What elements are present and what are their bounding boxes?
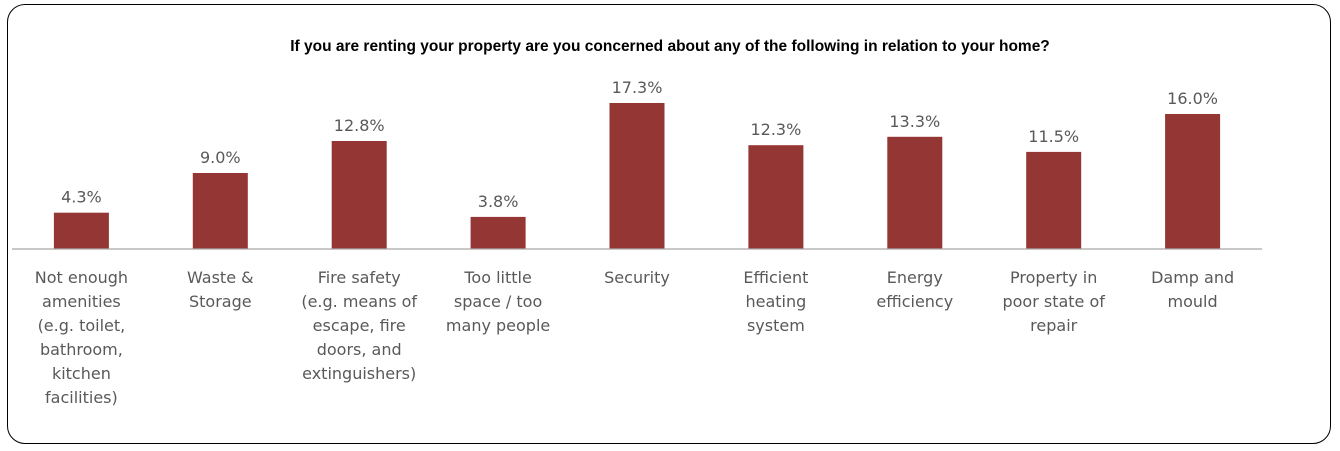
category-label-line: Efficient [743,268,808,287]
category-label-line: repair [1030,316,1077,335]
bar [887,136,943,249]
category-label-line: facilities) [45,388,118,407]
category-label-line: poor state of [1002,292,1105,311]
category-label: Fire safety (e.g. means of escape, fire doo… [301,268,417,383]
bar [1165,114,1221,249]
category-label-line: Security [604,268,670,287]
data-label: 4.3% [61,188,102,207]
category-label-line: Too little [463,268,531,287]
category-label-line: many people [446,316,550,335]
category-label: Efficient heating system [743,268,808,335]
bar [609,103,665,249]
data-label: 9.0% [200,148,241,167]
category-label-line: (e.g. toilet, [38,316,126,335]
data-label: 16.0% [1167,89,1218,108]
data-label: 12.8% [334,116,385,135]
category-label-line: Waste & [187,268,254,287]
category-label-line: Not enough [35,268,128,287]
category-label: Property in poor state of repair [1002,268,1105,335]
category-label-line: system [747,316,805,335]
category-label-line: extinguishers) [302,364,416,383]
bar [470,216,526,249]
category-label-line: kitchen [52,364,111,383]
data-label: 12.3% [750,120,801,139]
category-label: Energy efficiency [876,268,953,311]
category-label-line: doors, and [317,340,402,359]
bar [1026,151,1082,249]
category-label: Waste & Storage [187,268,254,311]
bar [331,141,387,249]
category-label-line: space / too [454,292,542,311]
data-label: 17.3% [612,78,663,97]
category-label-line: bathroom, [40,340,123,359]
category-label-line: Fire safety [318,268,401,287]
data-label: 11.5% [1028,127,1079,146]
chart-title: If you are renting your property are you… [290,38,1050,55]
category-label-line: efficiency [876,292,953,311]
bar [53,212,109,249]
category-label: Security [604,268,670,287]
category-label-line: (e.g. means of [301,292,417,311]
bar [748,145,804,249]
data-label: 3.8% [478,192,519,211]
category-label-line: Storage [189,292,252,311]
category-label: Damp and mould [1151,268,1234,311]
category-label-line: escape, fire [313,316,406,335]
data-label: 13.3% [889,112,940,131]
category-label: Not enough amenities (e.g. toilet, bathroom… [35,268,128,407]
category-label-line: amenities [42,292,121,311]
category-label-line: Damp and [1151,268,1234,287]
bar [192,173,248,249]
category-label-line: heating [745,292,806,311]
category-label-line: Energy [887,268,943,287]
category-label-line: mould [1168,292,1218,311]
category-label-line: Property in [1010,268,1097,287]
category-label: Too little space / too many people [446,268,550,335]
